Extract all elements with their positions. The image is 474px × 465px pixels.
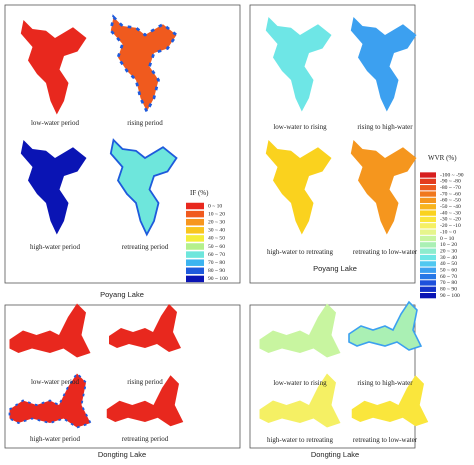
legend-swatch [420, 185, 436, 191]
legend-title: WVR (%) [428, 154, 457, 162]
legend-label: -40 ~ -30 [440, 210, 461, 216]
legend-swatch [186, 227, 204, 234]
panel-label: retreating period [122, 243, 169, 251]
legend-label: -30 ~ -20 [440, 217, 461, 223]
legend-label: 60 ~ 70 [208, 252, 225, 258]
legend-swatch [420, 286, 436, 292]
legend-label: 10 ~ 20 [440, 242, 457, 248]
legend-swatch [420, 197, 436, 204]
caption: Dongting Lake [311, 450, 359, 459]
panel-label: high-water to retreating [267, 248, 334, 256]
legend-swatch [420, 254, 436, 261]
legend-swatch [420, 204, 436, 210]
legend-swatch [420, 261, 436, 267]
legend-label: -80 ~ -70 [440, 185, 461, 191]
legend-swatch [420, 210, 436, 216]
legend-label: 40 ~ 50 [208, 236, 225, 242]
legend-label: 20 ~ 30 [208, 219, 225, 225]
legend-swatch [186, 259, 204, 266]
legend-swatch [186, 251, 204, 258]
legend-swatch [420, 293, 436, 299]
legend-label: 30 ~ 40 [440, 255, 457, 261]
panel-label: high-water period [30, 435, 80, 443]
legend-label: 50 ~ 60 [208, 244, 225, 250]
legend-label: -50 ~ -40 [440, 204, 461, 210]
legend-title: IF (%) [190, 189, 209, 197]
panel-label: high-water to retreating [267, 436, 334, 444]
legend-swatch [420, 273, 436, 280]
legend-label: 0 ~ 10 [440, 236, 454, 242]
legend-label: 60 ~ 70 [440, 274, 457, 280]
legend-swatch [420, 280, 436, 286]
panel-label: low-water period [31, 119, 80, 127]
legend-swatch [420, 223, 436, 229]
legend-swatch [186, 218, 204, 226]
legend-swatch [186, 235, 204, 242]
panel-label: rising period [127, 119, 163, 127]
panel-label: low-water to rising [273, 123, 327, 131]
legend-label: 50 ~ 60 [440, 268, 457, 274]
legend-label: 90 ~ 100 [208, 276, 228, 282]
panel-label: low-water to rising [273, 379, 327, 387]
legend-swatch [186, 267, 204, 275]
caption: Dongting Lake [98, 450, 146, 459]
legend-swatch [420, 216, 436, 223]
panel-label: retreating period [122, 435, 169, 443]
legend-swatch [186, 202, 204, 210]
legend-label: 20 ~ 30 [440, 248, 457, 254]
panel-label: retreating to low-water [353, 248, 418, 256]
legend-swatch [186, 275, 204, 283]
legend-label: 70 ~ 80 [440, 280, 457, 286]
legend-label: 80 ~ 90 [440, 287, 457, 293]
legend-swatch [420, 178, 436, 184]
panel-labels: low-water period rising period high-wate… [30, 119, 418, 459]
legend-label: -20 ~ -10 [440, 223, 461, 229]
legend-swatch [420, 267, 436, 273]
legend-label: 90 ~ 100 [440, 293, 460, 299]
panel-label: retreating to low-water [353, 436, 418, 444]
legend-label: -90 ~ -80 [440, 179, 461, 185]
panel-label: high-water period [30, 243, 80, 251]
legend-swatch [420, 242, 436, 248]
legend-label: -60 ~ -50 [440, 198, 461, 204]
legend-label: 30 ~ 40 [208, 228, 225, 234]
panel-label: rising to high-water [357, 123, 413, 131]
legend-label: 10 ~ 20 [208, 211, 225, 217]
legend-swatch [186, 243, 204, 250]
panel-label: rising period [127, 378, 163, 386]
legend-label: 80 ~ 90 [208, 268, 225, 274]
legend-label: -100 ~ -90 [440, 172, 464, 178]
legend-swatch [420, 172, 436, 178]
legend-label: 0 ~ 10 [208, 203, 222, 209]
legend-label: -10 ~ 0 [440, 229, 456, 235]
legend-swatch [420, 191, 436, 197]
caption: Poyang Lake [313, 264, 357, 273]
legend-label: 40 ~ 50 [440, 261, 457, 267]
legend-label: -70 ~ -60 [440, 191, 461, 197]
legend-swatch [186, 210, 204, 218]
legend-label: 70 ~ 80 [208, 260, 225, 266]
caption: Poyang Lake [100, 290, 144, 299]
panel-label: low-water period [31, 378, 80, 386]
legend-swatch [420, 229, 436, 235]
legend-swatch [420, 235, 436, 242]
legend-swatch [420, 248, 436, 254]
panel-label: rising to high-water [357, 379, 413, 387]
